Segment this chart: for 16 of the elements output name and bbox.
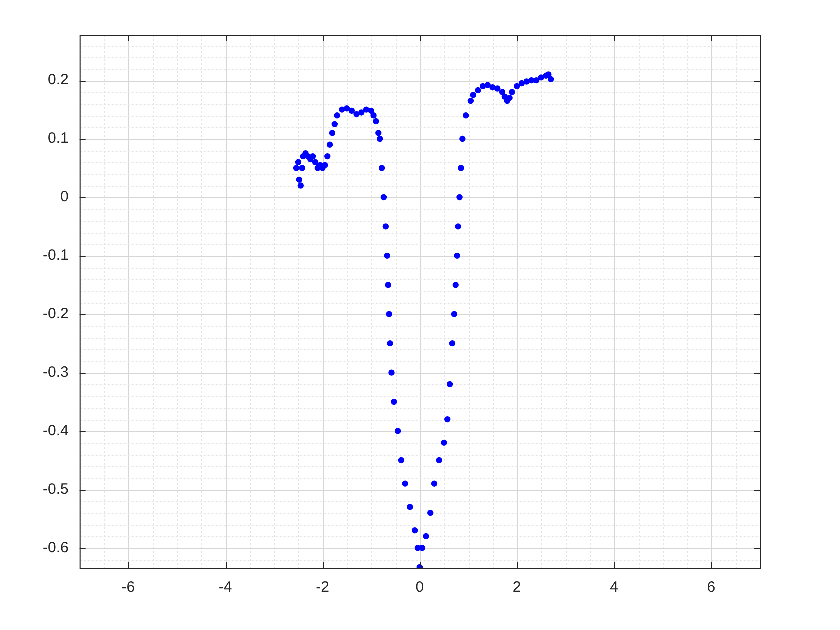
y-tick-label: 0 [60, 188, 69, 206]
x-tick-label: -6 [122, 579, 136, 596]
x-tick-label: 0 [416, 579, 424, 596]
y-tick-label: -0.4 [42, 422, 69, 440]
y-tick-label: -0.2 [42, 306, 69, 322]
x-tick-label: 4 [610, 579, 618, 596]
y-tick-label: -0.6 [42, 539, 69, 556]
y-tick-label: 0.1 [48, 130, 69, 148]
y-tick-label: -0.1 [42, 247, 69, 264]
y-tick-label: 0.2 [48, 72, 69, 89]
x-tick-label: 6 [707, 579, 716, 596]
x-tick-label: 2 [512, 579, 522, 596]
x-tick-label: -4 [218, 579, 232, 596]
y-tick-label: -0.5 [42, 480, 69, 498]
x-tick-label: -2 [316, 579, 330, 596]
y-tick-label: -0.3 [42, 364, 69, 381]
